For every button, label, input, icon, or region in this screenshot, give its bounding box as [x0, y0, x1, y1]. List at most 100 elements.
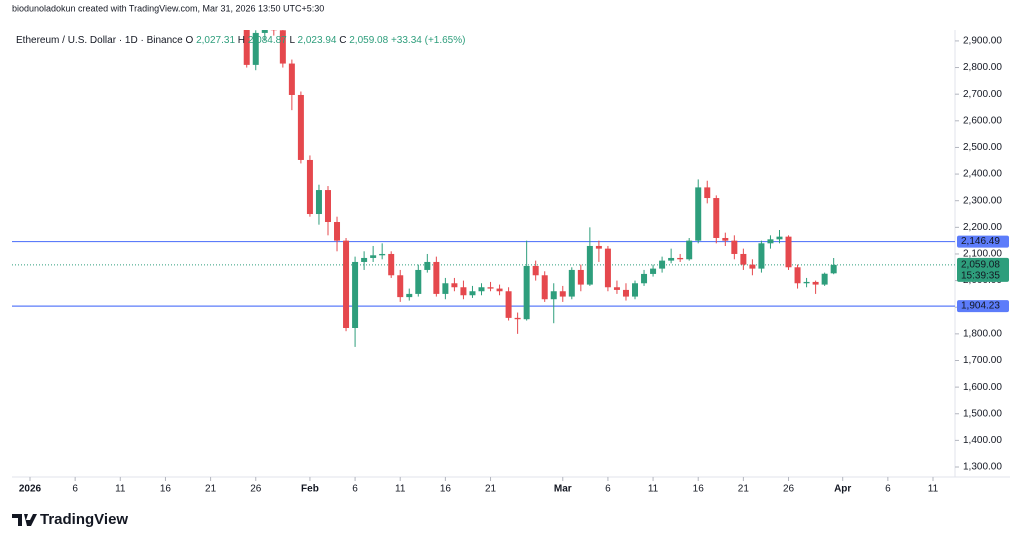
ohlc-value: 2,059.08	[349, 35, 388, 46]
y-tick-label: 2,800.00	[963, 62, 1002, 73]
candle-body	[252, 32, 259, 65]
y-tick-label: 2,600.00	[963, 115, 1002, 126]
x-tick-label: 11	[648, 484, 659, 495]
ohlc-key: H	[238, 35, 245, 46]
candle-body	[406, 293, 413, 298]
price-label-box	[957, 235, 1009, 248]
candle-body	[812, 281, 819, 285]
candle-body	[622, 289, 629, 297]
countdown: 15:39:35	[961, 271, 1000, 282]
candle-body	[442, 283, 449, 294]
ohlc-value: 2,023.94	[298, 35, 337, 46]
x-tick-label: 26	[783, 484, 795, 495]
candle-body	[424, 261, 431, 270]
x-tick-label: 11	[115, 484, 126, 495]
candle-body	[632, 283, 639, 297]
x-tick-label: Apr	[834, 484, 851, 495]
x-tick-label: 21	[485, 484, 497, 495]
candle-body	[478, 287, 485, 292]
candle-body	[505, 291, 512, 318]
logo: TradingView	[12, 511, 128, 528]
candle-body	[379, 253, 386, 256]
candle-body	[749, 264, 756, 269]
candle-body	[686, 240, 693, 260]
candle-body	[803, 281, 810, 284]
candle-body	[433, 261, 440, 294]
candle-body	[559, 291, 566, 297]
candle-body	[415, 269, 422, 294]
y-tick-label: 2,700.00	[963, 89, 1002, 100]
candle-body	[776, 236, 783, 240]
candle-body	[324, 190, 331, 223]
change: +33.34 (+1.65%)	[391, 35, 466, 46]
candle-body	[577, 269, 584, 285]
y-tick-label: 2,500.00	[963, 142, 1002, 153]
candle-body	[361, 257, 368, 262]
candle-body	[713, 198, 720, 238]
candle-body	[460, 287, 467, 296]
logo-text: TradingView	[40, 511, 128, 528]
y-tick-label: 2,300.00	[963, 195, 1002, 206]
candle-body	[604, 248, 611, 288]
candle-body	[261, 30, 268, 33]
y-tick-label: 2,400.00	[963, 169, 1002, 180]
x-tick-label: 11	[395, 484, 406, 495]
x-tick-label: 6	[885, 484, 891, 495]
y-tick-label: 1,600.00	[963, 382, 1002, 393]
x-tick-label: 26	[250, 484, 262, 495]
candle-body	[830, 264, 837, 274]
y-tick-label: 1,500.00	[963, 408, 1002, 419]
candle-body	[595, 245, 602, 249]
ohlc-value: 2,027.31	[196, 35, 235, 46]
x-tick-label: 11	[928, 484, 939, 495]
candle-body	[334, 222, 341, 241]
candle-body	[496, 288, 503, 292]
x-tick-label: 16	[693, 484, 705, 495]
y-tick-label: 2,100.00	[963, 249, 1002, 260]
candle-body	[659, 260, 666, 269]
candle-body	[767, 239, 774, 244]
chart-header: Ethereum / U.S. Dollar · 1D · Binance O …	[16, 35, 465, 46]
candle-body	[785, 236, 792, 268]
x-tick-label: 6	[352, 484, 358, 495]
y-tick-label: 2,200.00	[963, 222, 1002, 233]
logo-icon	[12, 514, 37, 526]
x-tick-label: Mar	[554, 484, 572, 495]
y-tick-label: 1,800.00	[963, 328, 1002, 339]
last-price-box	[957, 257, 1009, 282]
ohlc-key: L	[290, 35, 296, 46]
plot-area	[12, 30, 955, 347]
price-label-box	[957, 300, 1009, 313]
last-price-label: 2,059.08	[961, 260, 1000, 271]
candle-body	[550, 291, 557, 300]
x-tick-label: 6	[72, 484, 78, 495]
candle-body	[740, 253, 747, 265]
x-tick-label: Feb	[301, 484, 319, 495]
candle-body	[568, 269, 575, 297]
candle-body	[731, 240, 738, 254]
x-tick-label: 16	[440, 484, 452, 495]
candle-body	[794, 267, 801, 284]
candle-body	[758, 243, 765, 269]
candle-body	[487, 287, 494, 289]
candle-body	[370, 255, 377, 258]
candle-body	[469, 291, 476, 296]
candle-body	[586, 245, 593, 285]
candle-body	[641, 273, 648, 284]
candle-body	[288, 63, 295, 95]
candle-body	[343, 240, 350, 328]
x-tick-label: 21	[738, 484, 750, 495]
ohlc-value: 2,084.87	[248, 35, 287, 46]
candle-body	[297, 94, 304, 160]
candle-body	[388, 253, 395, 276]
candle-body	[514, 317, 521, 320]
x-tick-label: 16	[160, 484, 172, 495]
x-tick-label: 6	[605, 484, 611, 495]
chart-title: Ethereum / U.S. Dollar · 1D · Binance	[16, 35, 183, 46]
candle-body	[397, 275, 404, 298]
candle-body	[352, 261, 359, 328]
price-label: 2,146.49	[961, 236, 1000, 247]
credit: biodunoladokun created with TradingView.…	[12, 3, 324, 13]
candle-body	[532, 265, 539, 276]
